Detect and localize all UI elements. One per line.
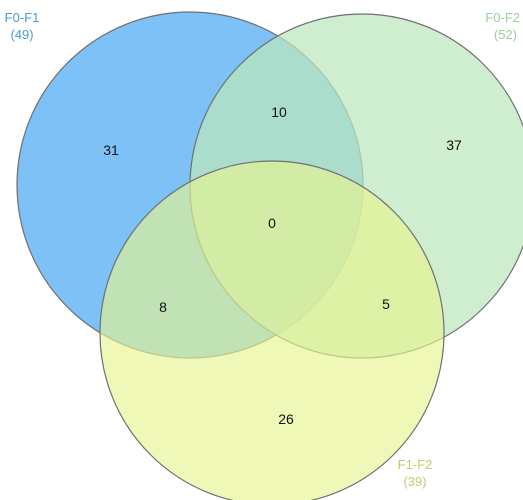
set-label-f1-f2-count: (39) bbox=[403, 474, 426, 489]
set-label-f0-f1-name: F0-F1 bbox=[5, 10, 40, 25]
region-f0-f2-and-f1-f2: 5 bbox=[382, 296, 390, 312]
set-label-f0-f1-count: (49) bbox=[10, 27, 33, 42]
region-f0-f1-only: 31 bbox=[103, 142, 119, 158]
region-f0-f2-only: 37 bbox=[446, 137, 462, 153]
circle-f1-f2 bbox=[99, 160, 445, 500]
region-f1-f2-only: 26 bbox=[278, 411, 294, 427]
set-label-f0-f2-name: F0-F2 bbox=[485, 10, 520, 25]
region-f0-f1-and-f0-f2: 10 bbox=[271, 104, 287, 120]
set-label-f0-f2-count: (52) bbox=[494, 27, 517, 42]
set-label-f1-f2-name: F1-F2 bbox=[398, 457, 433, 472]
region-all-three: 0 bbox=[268, 215, 276, 231]
region-f0-f1-and-f1-f2: 8 bbox=[159, 299, 167, 315]
